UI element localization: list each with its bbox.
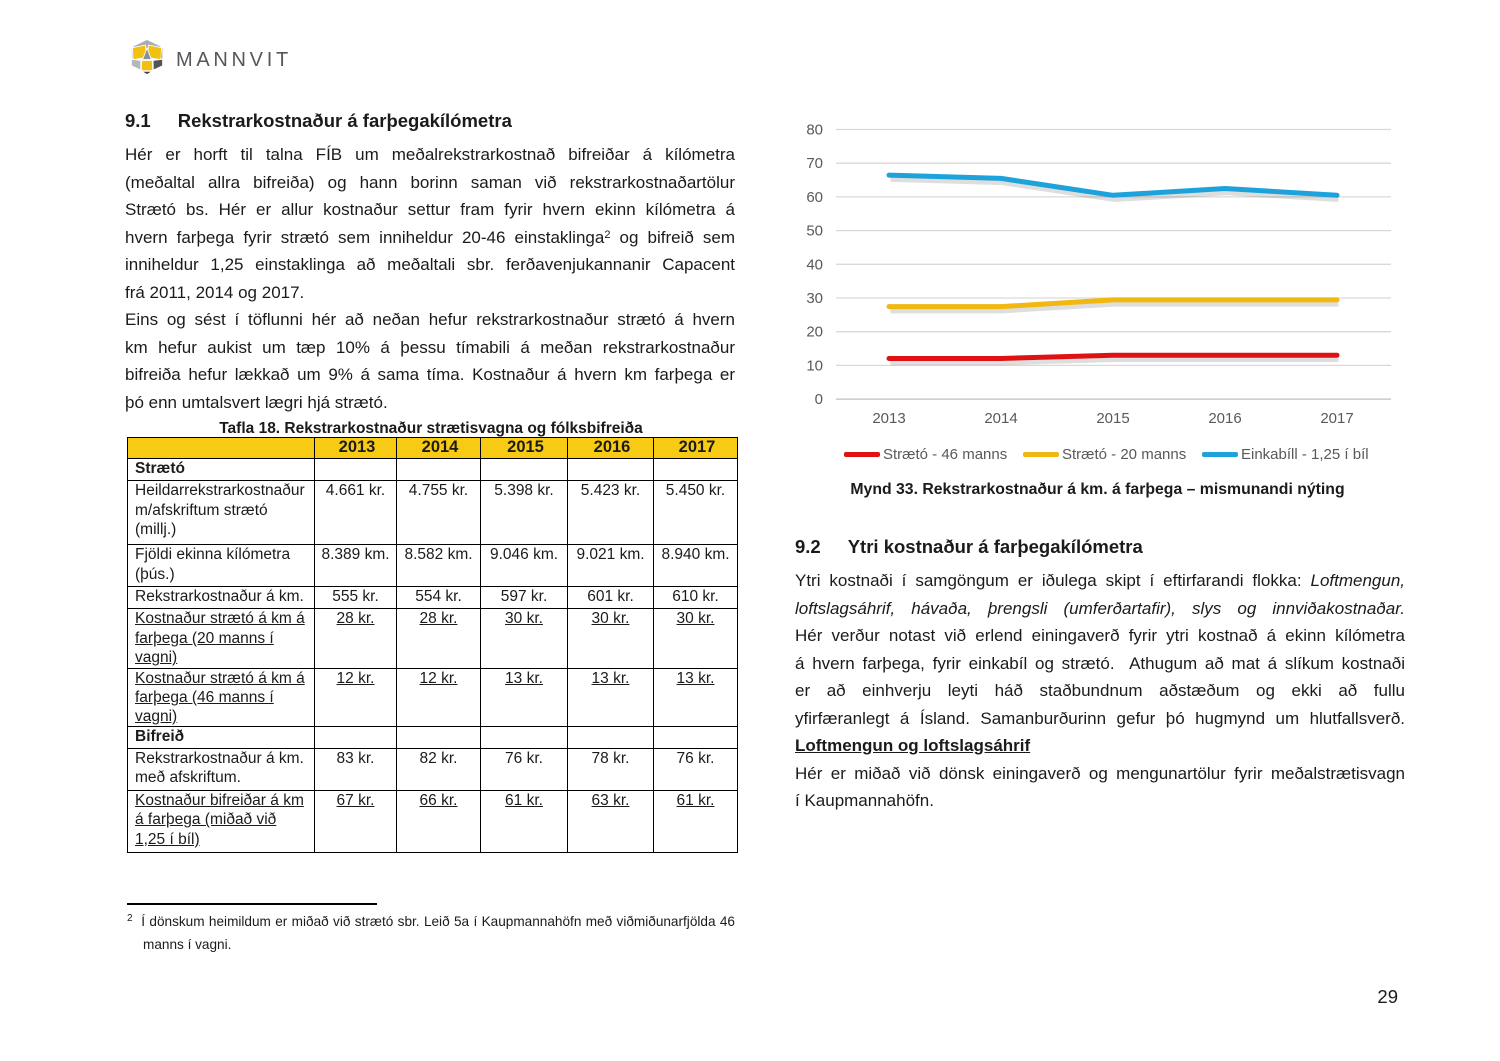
svg-text:2016: 2016 <box>1208 410 1241 427</box>
svg-text:40: 40 <box>806 256 823 273</box>
svg-text:60: 60 <box>806 189 823 206</box>
svg-text:0: 0 <box>815 391 823 408</box>
svg-text:2014: 2014 <box>984 410 1017 427</box>
svg-text:80: 80 <box>806 122 823 139</box>
svg-text:30: 30 <box>806 290 823 307</box>
svg-text:2013: 2013 <box>872 410 905 427</box>
svg-text:2017: 2017 <box>1320 410 1353 427</box>
svg-text:2015: 2015 <box>1096 410 1129 427</box>
svg-text:50: 50 <box>806 223 823 240</box>
svg-text:10: 10 <box>806 357 823 374</box>
svg-text:70: 70 <box>806 155 823 172</box>
svg-text:20: 20 <box>806 324 823 341</box>
